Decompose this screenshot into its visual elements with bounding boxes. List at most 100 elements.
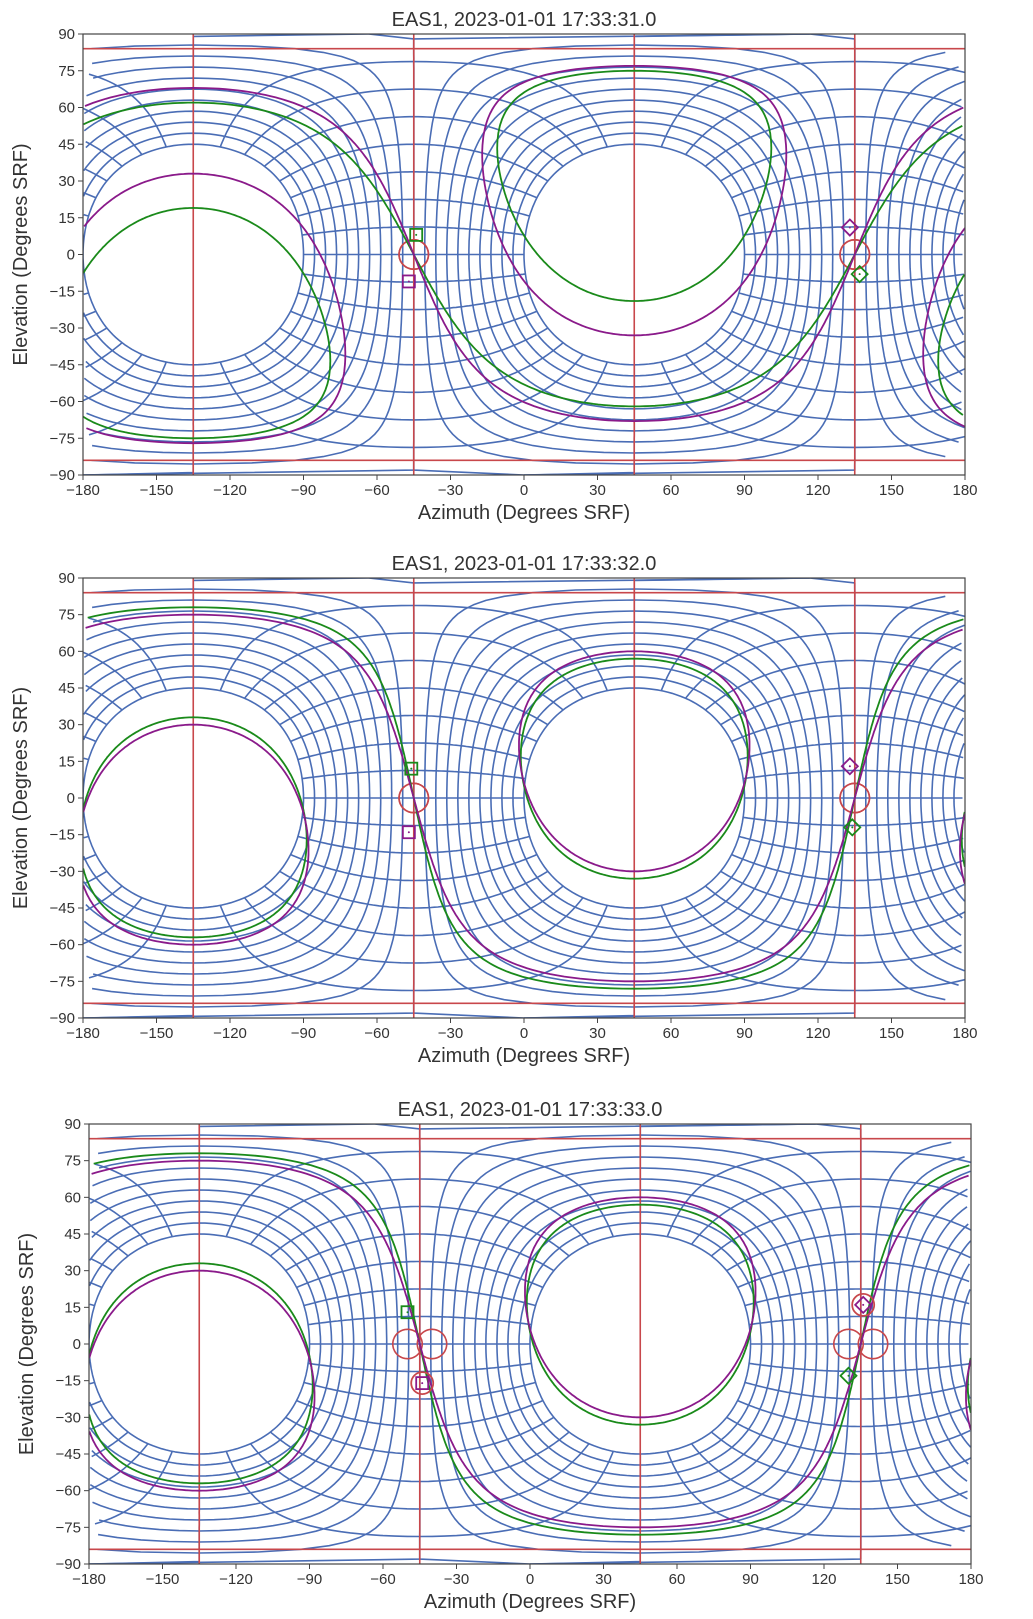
grid-spoke xyxy=(243,632,414,699)
marker-dot xyxy=(421,1382,424,1385)
y-tick-label: 45 xyxy=(58,136,75,153)
x-tick-label: 0 xyxy=(520,1025,528,1042)
x-tick-label: −180 xyxy=(66,482,100,499)
green-great-circle xyxy=(87,606,964,990)
grid-spoke xyxy=(704,342,855,394)
x-tick-label: −150 xyxy=(140,482,174,499)
y-tick-label: −15 xyxy=(50,283,75,300)
plot-area xyxy=(83,34,965,475)
grid-spoke xyxy=(83,310,964,338)
grid-spoke xyxy=(269,1205,420,1257)
grid-spoke xyxy=(720,143,855,182)
marker-dot xyxy=(851,826,854,829)
grid-spoke xyxy=(90,1233,971,1272)
purple-diamond-marker xyxy=(840,218,860,237)
grid-spoke xyxy=(225,1451,420,1538)
grid-spoke xyxy=(731,714,855,743)
grid-spoke xyxy=(413,171,538,199)
grid-spoke xyxy=(285,1416,420,1455)
grid-spoke xyxy=(296,1260,420,1289)
green-diamond-marker xyxy=(839,1366,858,1386)
y-tick-label: −90 xyxy=(50,467,75,484)
grid-spoke xyxy=(419,1233,555,1272)
grid-spoke xyxy=(413,604,608,691)
red-circle-marker xyxy=(410,1371,435,1396)
grid-spoke xyxy=(854,816,965,827)
y-tick-label: 0 xyxy=(67,247,75,264)
x-tick-label: −120 xyxy=(219,1571,253,1588)
grid-spoke xyxy=(297,198,414,217)
x-tick-label: 60 xyxy=(669,1571,686,1588)
grid-spoke xyxy=(413,885,564,937)
grid-spoke xyxy=(263,659,414,711)
marker-dot xyxy=(407,280,410,283)
grid-spoke xyxy=(413,742,530,761)
grid-spoke xyxy=(249,1443,420,1510)
purple-ring xyxy=(83,172,965,445)
grid-spoke xyxy=(83,353,962,421)
grid-spoke xyxy=(85,885,965,937)
x-tick-label: 90 xyxy=(736,482,753,499)
grid-spoke xyxy=(91,1205,971,1257)
grid-spoke xyxy=(83,742,964,761)
x-tick-label: 120 xyxy=(811,1571,836,1588)
grid-spoke xyxy=(413,310,538,338)
grid-spoke xyxy=(690,1178,861,1245)
y-tick-label: 15 xyxy=(64,1299,81,1316)
y-axis-label: Elevation (Degrees SRF) xyxy=(10,687,32,909)
y-tick-label: 45 xyxy=(64,1226,81,1243)
grid-spoke xyxy=(419,1431,570,1483)
tick-labels: −180 −150 −120 −90 −60 −30 0 30 60 90 120 150 180907… xyxy=(50,570,978,1042)
grid-spoke xyxy=(89,1443,968,1510)
grid-spoke xyxy=(83,897,962,964)
x-tick-label: −150 xyxy=(146,1571,180,1588)
grid-spoke xyxy=(84,870,965,909)
green-ring xyxy=(496,69,773,302)
marker-dot xyxy=(406,1311,409,1314)
markers xyxy=(401,218,869,289)
x-tick-label: 180 xyxy=(952,1025,977,1042)
grid-spoke xyxy=(738,292,855,311)
grid-spoke xyxy=(219,361,414,449)
purple-antipode-ring xyxy=(518,650,751,873)
plot-area xyxy=(89,1124,971,1564)
y-tick-label: 0 xyxy=(67,790,75,807)
grid-spoke xyxy=(419,1205,570,1257)
grid-spoke xyxy=(749,1315,861,1326)
purple-great-circle xyxy=(91,1159,969,1529)
grid-spoke xyxy=(88,604,965,691)
x-tick-label: 120 xyxy=(805,1025,830,1042)
grid-spoke xyxy=(285,1233,420,1272)
grid-spoke xyxy=(419,1288,536,1307)
grid-spoke xyxy=(684,88,855,156)
grid-spoke xyxy=(738,742,855,761)
grid-spoke xyxy=(860,1315,971,1326)
grid-spoke xyxy=(301,273,414,283)
grid-spoke xyxy=(860,1362,971,1373)
grid-spoke xyxy=(660,60,855,148)
grid-spoke xyxy=(219,604,414,691)
marker-dot xyxy=(410,767,413,770)
chart-title: EAS1, 2023-01-01 17:33:33.0 xyxy=(398,1099,663,1121)
x-tick-label: −90 xyxy=(297,1571,322,1588)
grid-spoke xyxy=(269,1431,420,1483)
grid-spoke xyxy=(84,327,965,366)
grid-spoke xyxy=(726,1416,861,1455)
y-axis-label: Elevation (Degrees SRF) xyxy=(16,1233,38,1455)
y-tick-label: −45 xyxy=(50,900,75,917)
x-axis-label: Azimuth (Degrees SRF) xyxy=(418,502,630,524)
red-ring xyxy=(839,782,871,814)
x-tick-label: −60 xyxy=(364,1025,389,1042)
grid-spoke xyxy=(413,687,549,726)
grid-spoke xyxy=(88,60,965,148)
green-diamond-marker xyxy=(843,818,862,837)
grid-spoke xyxy=(419,1399,544,1428)
purple-diamond-marker xyxy=(853,1295,873,1315)
purple-square-marker xyxy=(415,1376,430,1391)
y-tick-label: 75 xyxy=(58,63,75,80)
grid-spoke xyxy=(704,115,855,167)
y-tick-label: 30 xyxy=(58,173,75,190)
grid-spoke xyxy=(413,905,608,992)
grid-spoke xyxy=(88,361,965,449)
